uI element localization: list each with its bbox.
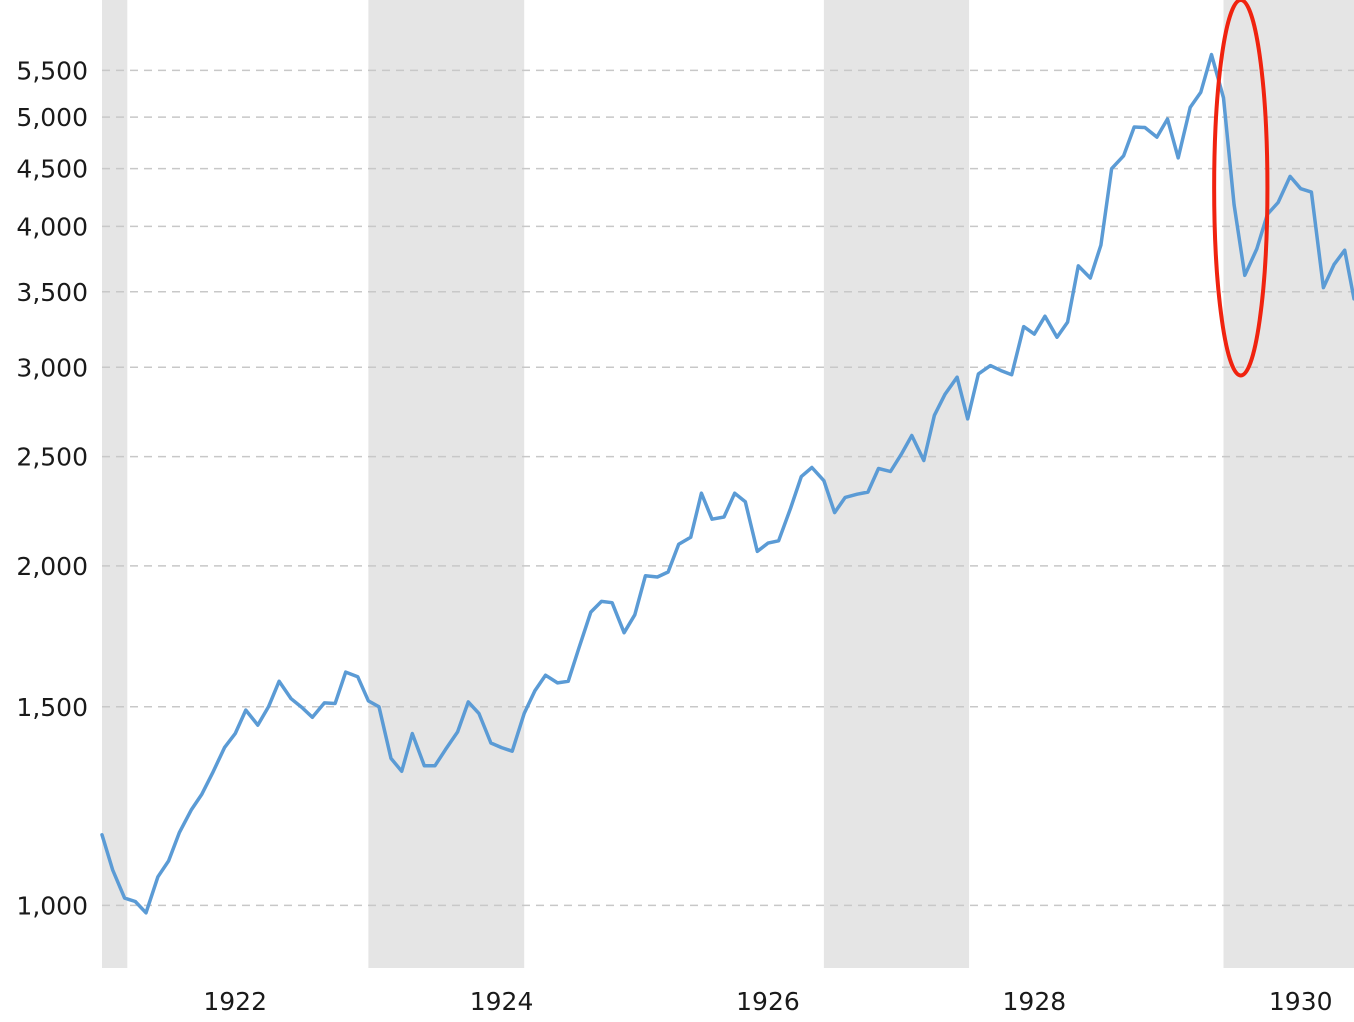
highlight-ellipse [1212, 0, 1270, 378]
x-tick-label: 1924 [470, 987, 534, 1016]
gridlines-layer [102, 69, 1354, 907]
y-tick-label: 4,000 [16, 212, 88, 241]
recession-shading-layer [102, 0, 1354, 968]
x-tick-label: 1926 [736, 987, 800, 1016]
recession-band-3 [823, 0, 970, 968]
y-tick-label: 4,500 [16, 155, 88, 184]
y-tick-label: 1,500 [16, 693, 88, 722]
y-tick-label: 1,000 [16, 891, 88, 920]
y-tick-label: 5,000 [16, 103, 88, 132]
recession-band-4 [1223, 0, 1354, 968]
y-tick-label: 2,000 [16, 552, 88, 581]
series-layer [100, 52, 1354, 915]
recession-band-1 [102, 0, 128, 968]
x-tick-label: 1922 [203, 987, 267, 1016]
y-tick-label: 3,000 [16, 353, 88, 382]
y-axis-labels: 1,000 1,500 2,000 2,500 3,000 3,500 4,000 4,500… [16, 56, 88, 920]
y-tick-label: 3,500 [16, 278, 88, 307]
recession-band-2 [368, 0, 525, 968]
y-tick-label: 5,500 [16, 56, 88, 85]
x-tick-label: 1928 [1003, 987, 1067, 1016]
x-tick-label: 1930 [1269, 987, 1333, 1016]
annotation-layer [1212, 0, 1270, 378]
y-tick-label: 2,500 [16, 443, 88, 472]
series-line-1 [100, 52, 1354, 915]
x-axis-labels: 1922 1924 1926 1928 1930 [203, 987, 1332, 1016]
